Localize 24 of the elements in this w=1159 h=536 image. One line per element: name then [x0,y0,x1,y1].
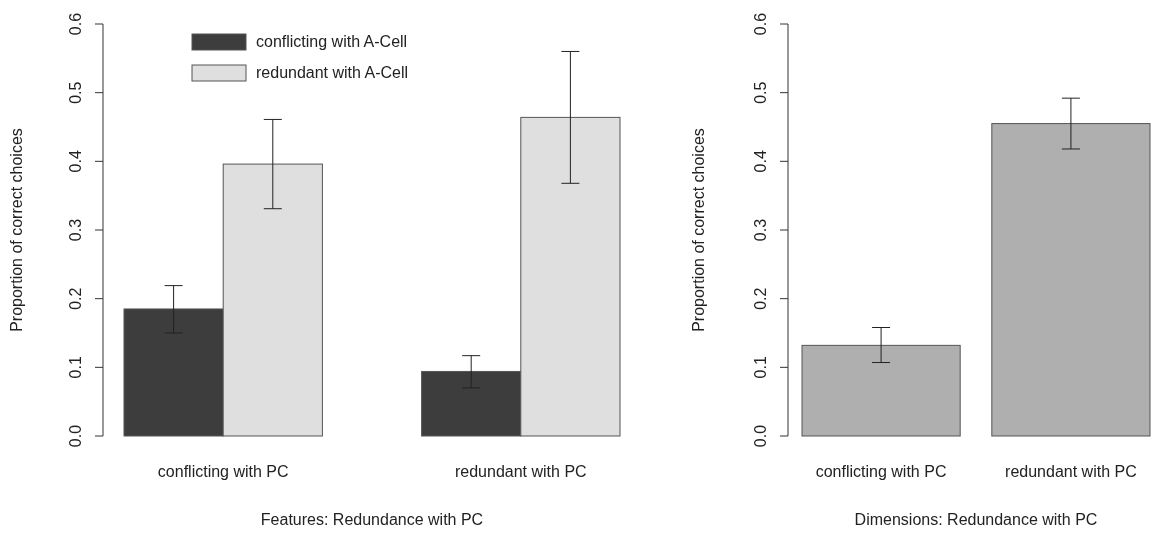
legend-label: redundant with A-Cell [256,64,409,82]
x-axis-title: Dimensions: Redundance with PC [854,511,1098,528]
y-tick-label: 0.4 [67,150,85,173]
y-tick-label: 0.1 [67,356,85,379]
x-tick-label: redundant with PC [1005,463,1137,480]
y-tick-label: 0.0 [67,424,85,448]
y-tick-label: 0.0 [752,424,770,448]
y-tick-label: 0.1 [752,356,770,379]
x-axis-title: Features: Redundance with PC [260,511,484,528]
x-tick-label: redundant with PC [454,463,587,480]
y-tick-label: 0.5 [752,81,770,104]
y-tick-label: 0.5 [67,81,85,104]
x-tick-label: conflicting with PC [157,463,289,480]
y-tick-label: 0.2 [67,287,85,310]
y-axis-title: Proportion of correct choices [690,128,708,332]
y-tick-label: 0.3 [67,218,85,242]
y-tick-label: 0.3 [752,218,770,242]
y-tick-label: 0.2 [752,287,770,310]
x-tick-label: conflicting with PC [815,463,947,480]
legend-label: conflicting with A-Cell [256,33,408,51]
y-tick-label: 0.6 [752,12,770,36]
y-tick-label: 0.4 [752,150,770,173]
y-axis-title: Proportion of correct choices [8,128,26,332]
y-tick-label: 0.6 [67,12,85,36]
